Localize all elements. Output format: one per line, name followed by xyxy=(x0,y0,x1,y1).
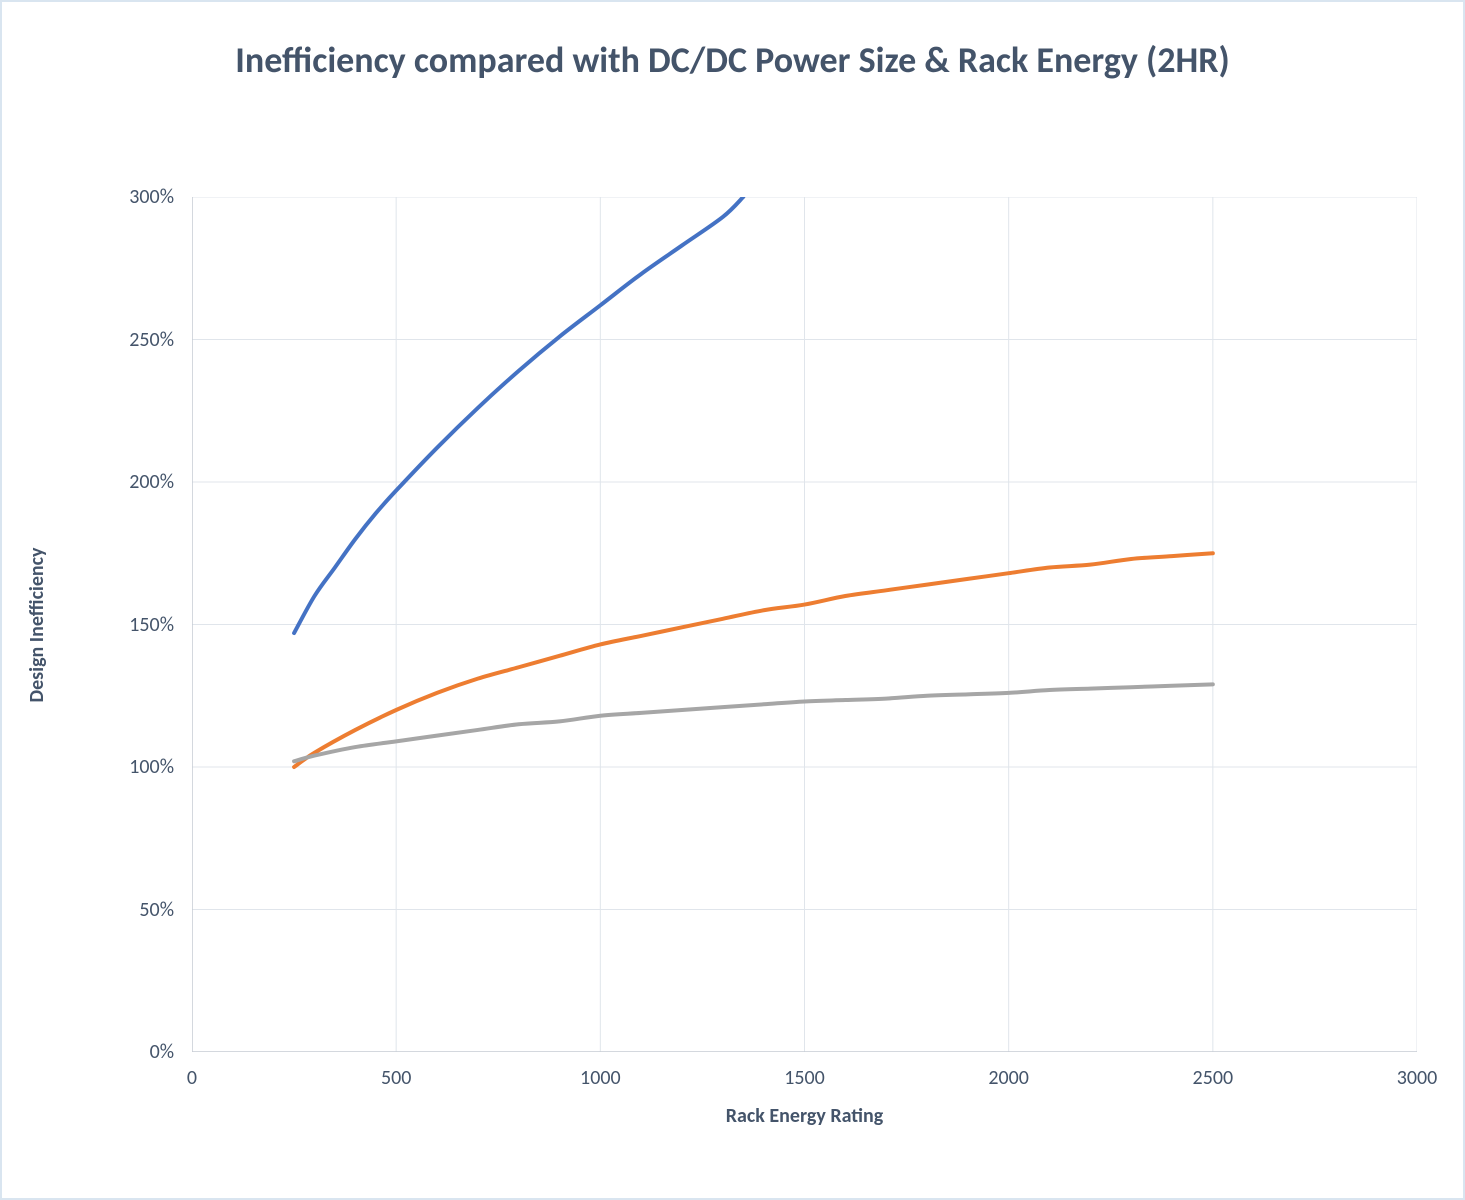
series-blue-line xyxy=(294,197,743,633)
y-tick-label: 50% xyxy=(139,898,174,922)
y-tick-label: 200% xyxy=(129,470,174,494)
chart-title: Inefficiency compared with DC/DC Power S… xyxy=(2,40,1463,81)
x-tick-label: 2000 xyxy=(988,1066,1029,1090)
y-tick-label: 0% xyxy=(150,1040,174,1064)
y-tick-label: 150% xyxy=(129,613,174,637)
chart-frame: Inefficiency compared with DC/DC Power S… xyxy=(0,0,1465,1200)
x-tick-label: 3000 xyxy=(1397,1066,1438,1090)
x-tick-label: 2500 xyxy=(1193,1066,1234,1090)
y-axis-label: Design Inefficiency xyxy=(25,547,49,702)
x-tick-label: 1000 xyxy=(580,1066,621,1090)
x-tick-label: 0 xyxy=(187,1066,197,1090)
y-tick-label: 250% xyxy=(129,328,174,352)
y-tick-label: 300% xyxy=(129,185,174,209)
x-tick-label: 1500 xyxy=(784,1066,825,1090)
chart-svg xyxy=(192,197,1417,1052)
x-axis-label: Rack Energy Rating xyxy=(192,1104,1417,1128)
x-tick-label: 500 xyxy=(381,1066,411,1090)
plot-area xyxy=(192,197,1417,1052)
y-tick-label: 100% xyxy=(129,755,174,779)
